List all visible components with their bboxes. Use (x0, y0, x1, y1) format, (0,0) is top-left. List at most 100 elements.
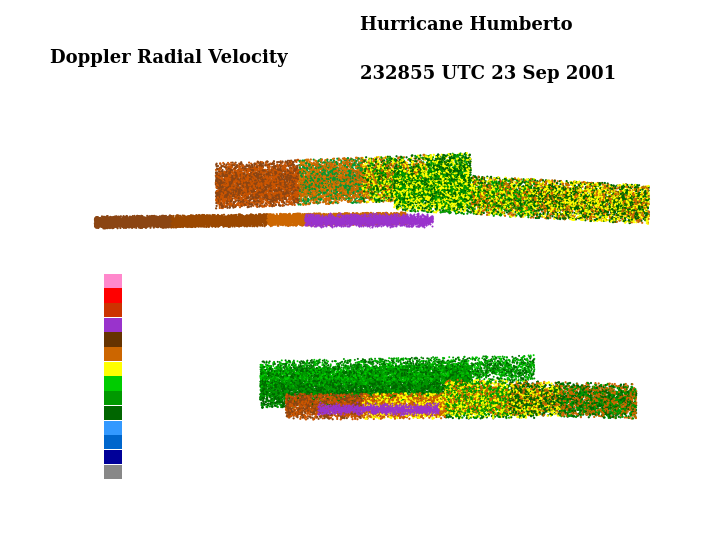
Point (582, 393, 594, 402)
Point (315, 392, 326, 401)
Point (617, 404, 629, 413)
Point (281, 384, 292, 393)
Point (199, 219, 211, 228)
Point (387, 390, 398, 399)
Point (343, 186, 354, 195)
Point (321, 214, 333, 222)
Point (611, 191, 622, 200)
Point (554, 404, 565, 413)
Point (222, 185, 234, 193)
Point (358, 380, 369, 389)
Point (403, 199, 415, 208)
Point (603, 195, 615, 204)
Point (481, 405, 492, 414)
Point (523, 188, 535, 197)
Point (616, 206, 627, 215)
Point (256, 172, 267, 181)
Point (559, 402, 570, 411)
Point (426, 185, 438, 194)
Point (395, 409, 407, 418)
Point (600, 388, 612, 397)
Point (267, 386, 279, 394)
Point (367, 192, 379, 200)
Point (255, 166, 266, 174)
Point (398, 216, 410, 225)
Point (284, 198, 295, 207)
Point (487, 199, 498, 208)
Point (325, 168, 336, 177)
Point (438, 178, 450, 186)
Point (294, 218, 306, 227)
Point (366, 214, 377, 222)
Point (288, 362, 300, 371)
Point (381, 220, 392, 228)
Point (460, 182, 472, 191)
Point (459, 367, 471, 376)
Point (305, 212, 317, 221)
Point (316, 167, 328, 176)
Point (459, 390, 470, 399)
Point (436, 193, 447, 202)
Point (536, 384, 548, 393)
Point (96, 216, 107, 225)
Point (330, 392, 342, 400)
Point (504, 399, 516, 407)
Point (449, 187, 460, 195)
Point (269, 215, 281, 224)
Point (406, 409, 418, 417)
Point (446, 160, 457, 168)
Point (521, 201, 533, 210)
Point (408, 393, 420, 402)
Point (355, 396, 366, 405)
Point (594, 388, 606, 397)
Point (585, 191, 597, 199)
Point (268, 375, 279, 383)
Point (482, 182, 493, 191)
Point (463, 200, 474, 208)
Point (314, 374, 325, 383)
Point (516, 210, 527, 219)
Point (208, 216, 220, 225)
Point (477, 192, 489, 200)
Point (199, 215, 211, 224)
Point (431, 364, 443, 373)
Point (583, 194, 595, 203)
Point (308, 179, 320, 188)
Point (315, 220, 327, 229)
Point (246, 194, 258, 202)
Point (521, 185, 533, 194)
Point (91, 218, 103, 226)
Point (411, 380, 423, 389)
Point (329, 195, 341, 204)
Point (161, 212, 172, 220)
Point (377, 405, 389, 414)
Point (604, 388, 616, 396)
Point (494, 392, 505, 400)
Point (389, 191, 400, 200)
Point (526, 392, 538, 401)
Point (482, 388, 493, 396)
Point (455, 170, 467, 178)
Point (387, 388, 398, 396)
Point (568, 178, 580, 187)
Point (569, 211, 580, 219)
Point (474, 370, 486, 379)
Point (488, 373, 500, 381)
Point (220, 222, 232, 231)
Point (521, 400, 533, 408)
Point (245, 221, 256, 230)
Point (580, 195, 592, 204)
Point (364, 411, 376, 420)
Point (465, 362, 477, 370)
Point (380, 208, 392, 217)
Point (331, 407, 343, 416)
Point (481, 366, 492, 375)
Point (256, 375, 268, 384)
Point (320, 197, 332, 205)
Point (401, 413, 413, 422)
Point (343, 194, 354, 202)
Point (387, 367, 399, 376)
Point (330, 214, 342, 223)
Point (271, 397, 283, 406)
Point (572, 401, 583, 409)
